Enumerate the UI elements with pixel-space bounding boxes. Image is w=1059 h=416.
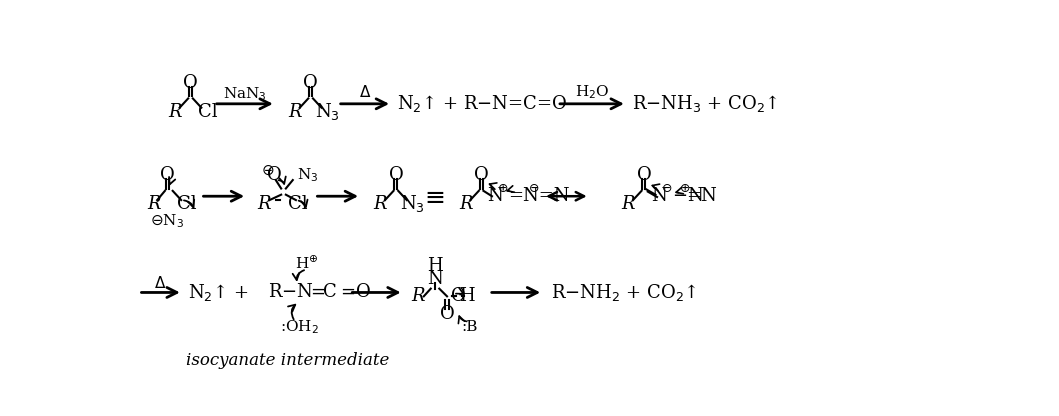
Text: isocyanate intermediate: isocyanate intermediate [185,352,389,369]
Text: O: O [183,74,198,92]
Text: H$^{\oplus}$: H$^{\oplus}$ [295,255,319,272]
Text: $\equiv$: $\equiv$ [420,185,446,208]
Text: O: O [160,166,175,184]
Text: O: O [473,166,488,184]
Text: R: R [147,195,161,213]
Text: $\ominus$: $\ominus$ [662,182,672,195]
Text: $-$N: $-$N [671,187,704,205]
Text: R$-$NH$_2$ + CO$_2$↑: R$-$NH$_2$ + CO$_2$↑ [551,282,697,303]
Text: R$-$N$\!\!=\!\!$C$=\!$O: R$-$N$\!\!=\!\!$C$=\!$O [268,283,372,302]
Text: H: H [460,287,475,305]
Text: R: R [168,102,182,121]
Text: $\ominus$: $\ominus$ [262,164,274,178]
Text: Cl: Cl [177,195,196,213]
Text: $\Delta$: $\Delta$ [359,84,371,100]
Text: O: O [389,166,403,184]
Text: NaN$_3$: NaN$_3$ [222,85,267,103]
Text: N: N [427,270,443,287]
Text: O: O [636,166,651,184]
Text: H: H [427,257,443,275]
Text: N$_3$: N$_3$ [316,101,340,122]
Text: H$_2$O: H$_2$O [575,84,609,101]
Text: O: O [303,74,318,92]
Text: N$_2$↑ +: N$_2$↑ + [189,282,249,303]
Text: =N: =N [686,187,717,205]
Text: O: O [267,166,282,184]
Text: $\ominus$: $\ominus$ [528,182,539,195]
Text: N$_3$: N$_3$ [400,193,426,214]
Text: $\oplus$: $\oplus$ [679,182,689,195]
Text: R: R [257,195,271,213]
Text: R: R [622,195,635,213]
Text: R: R [459,195,472,213]
Text: $\Delta$: $\Delta$ [155,275,166,291]
Text: $\oplus$: $\oplus$ [497,182,508,195]
Text: N$_3$: N$_3$ [298,166,319,184]
Text: Cl: Cl [198,102,217,121]
Text: =N=N: =N=N [508,187,570,205]
Text: N: N [487,187,503,205]
Text: :B: :B [462,320,478,334]
Text: O: O [439,305,454,323]
Text: O: O [450,287,465,305]
Text: N: N [651,187,667,205]
Text: R: R [288,102,302,121]
Text: $\ominus$N$_3$: $\ominus$N$_3$ [150,213,184,230]
Text: R$-$NH$_3$ + CO$_2$↑: R$-$NH$_3$ + CO$_2$↑ [632,93,778,114]
Text: N$_2$↑ + R$-$N=C=O: N$_2$↑ + R$-$N=C=O [397,93,568,114]
Text: R: R [411,287,425,305]
Text: :OH$_2$: :OH$_2$ [280,318,319,336]
Text: Cl: Cl [288,195,307,213]
Text: R: R [374,195,388,213]
